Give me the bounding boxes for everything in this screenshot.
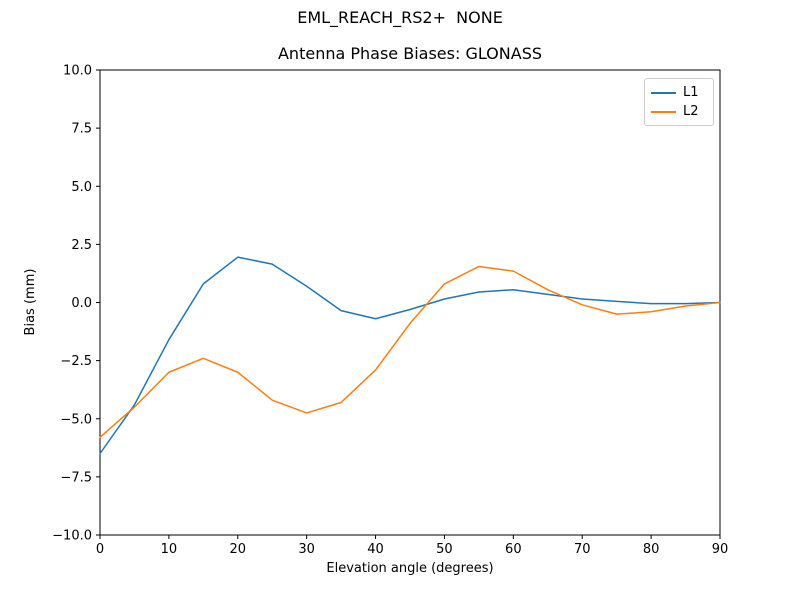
y-tick-label: −10.0 xyxy=(52,529,92,544)
legend: L1 L2 xyxy=(644,78,714,126)
series-line-l2 xyxy=(99,265,721,439)
chart-subtitle: Antenna Phase Biases: GLONASS xyxy=(277,44,542,63)
x-tick-label: 0 xyxy=(96,542,104,557)
l1-line-swatch xyxy=(651,91,676,94)
legend-label-l1: L1 xyxy=(683,85,699,100)
x-tick-label: 60 xyxy=(505,542,522,557)
x-axis-label: Elevation angle (degrees) xyxy=(326,561,493,576)
x-tick-label: 90 xyxy=(712,542,729,557)
x-tick-label: 30 xyxy=(298,542,315,557)
y-tick-label: 7.5 xyxy=(71,122,92,137)
y-tick-label: −7.5 xyxy=(60,470,92,485)
y-tick-label: −5.0 xyxy=(60,412,92,427)
y-tick-label: 0.0 xyxy=(71,296,92,311)
chart-title: EML_REACH_RS2+ NONE xyxy=(297,8,503,27)
legend-entry-l1: L1 xyxy=(651,83,707,102)
y-tick-label: −2.5 xyxy=(60,354,92,369)
x-tick-label: 70 xyxy=(574,542,591,557)
l2-line-swatch xyxy=(651,110,676,113)
y-tick-label: 10.0 xyxy=(63,64,92,79)
y-tick-label: 2.5 xyxy=(71,238,92,253)
x-tick-label: 80 xyxy=(643,542,660,557)
y-axis-label: Bias (mm) xyxy=(23,269,38,336)
x-tick-label: 50 xyxy=(436,542,453,557)
y-tick-label: 5.0 xyxy=(71,180,92,195)
x-tick-label: 10 xyxy=(161,542,178,557)
legend-label-l2: L2 xyxy=(683,104,699,119)
x-tick-label: 40 xyxy=(367,542,384,557)
x-tick-label: 20 xyxy=(230,542,247,557)
legend-entry-l2: L2 xyxy=(651,102,707,121)
series-line-l1 xyxy=(99,256,721,455)
